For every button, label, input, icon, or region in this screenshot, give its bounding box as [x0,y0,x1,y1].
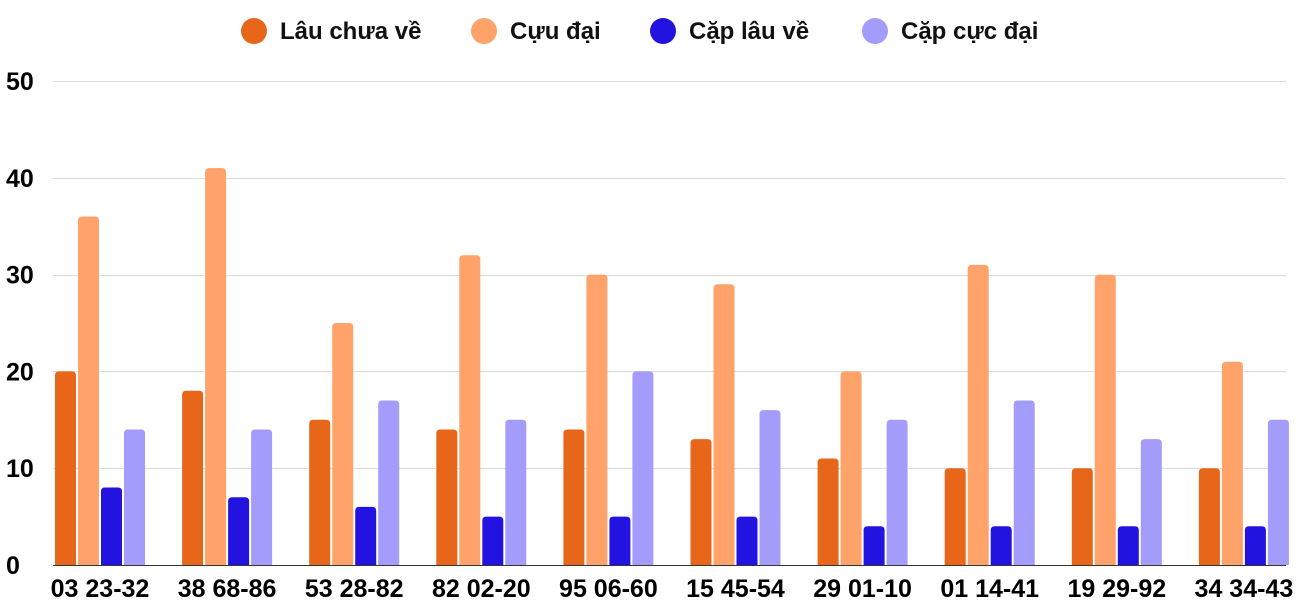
bar [1117,526,1139,565]
y-tick-label: 40 [6,165,34,193]
bar [332,323,354,565]
bar [355,506,377,565]
bar [990,526,1012,565]
bar [1094,274,1116,565]
bar [182,390,204,565]
bar-group [690,284,781,565]
bar [1140,439,1162,565]
bar [563,429,585,565]
x-axis-categories: 03 23-32 38 68-86 53 28-82 82 02-20 95 06-60… [51,575,1294,600]
y-tick-label: 20 [6,358,34,386]
x-category-label: 19 29-92 [1067,575,1166,600]
bar [228,497,250,565]
y-tick-label: 50 [6,68,34,96]
bar [436,429,458,565]
bar [817,458,839,565]
legend-label: Cặp cực đại [901,18,1038,45]
x-category-label: 01 14-41 [940,575,1039,600]
legend: Lâu chưa về Cựu đại Cặp lâu về Cặp cực đại [241,18,1038,45]
x-category-label: 95 06-60 [559,575,658,600]
legend-swatch [241,18,267,44]
bar [586,274,608,565]
bar [609,516,631,565]
bar [378,400,400,565]
bar [1267,419,1289,565]
bar [759,410,781,565]
x-category-label: 29 01-10 [813,575,912,600]
legend-item: Lâu chưa về [241,18,421,45]
bar [459,255,481,566]
bar [690,439,712,565]
bar [124,429,145,565]
y-tick-label: 10 [6,455,34,483]
bar [736,516,758,565]
bar [55,371,76,565]
legend-label: Lâu chưa về [280,18,421,45]
legend-swatch [650,18,676,44]
legend-label: Cặp lâu về [689,18,809,45]
legend-item: Cặp cực đại [862,18,1038,45]
bar [863,526,885,565]
bar [1071,468,1093,565]
x-category-label: 53 28-82 [305,575,404,600]
bar-group [944,264,1035,565]
x-category-label: 15 45-54 [686,575,785,600]
bars [55,168,1289,566]
bar [713,284,735,565]
bar [886,419,908,565]
bar [840,371,862,565]
x-category-label: 82 02-20 [432,575,531,600]
bar [1013,400,1035,565]
bar [1198,468,1220,565]
bar-group [309,323,400,565]
legend-swatch [471,18,497,44]
bar [251,429,273,565]
legend-item: Cặp lâu về [650,18,809,45]
legend-item: Cựu đại [471,18,601,45]
x-category-label: 38 68-86 [178,575,277,600]
bar [482,516,504,565]
bar [505,419,527,565]
bar-group [55,216,145,565]
bar [1221,361,1243,565]
x-category-label: 34 34-43 [1195,575,1294,600]
bar [205,168,227,565]
x-category-label: 03 23-32 [51,575,150,600]
bar [78,216,99,565]
y-axis-ticks: 0 10 20 30 40 50 [6,68,34,580]
legend-label: Cựu đại [510,18,601,45]
bar-group [182,168,273,565]
bar [967,264,989,565]
bar [632,371,654,565]
bar [944,468,966,565]
bar-group [563,274,654,565]
bar [101,487,122,565]
bar-group [436,255,527,566]
bar-group [817,371,908,565]
bar [309,419,331,565]
y-tick-label: 0 [6,552,20,580]
y-tick-label: 30 [6,262,34,290]
bar-group [1198,361,1289,565]
bar [1244,526,1266,565]
bar-group [1071,274,1162,565]
legend-swatch [862,18,888,44]
